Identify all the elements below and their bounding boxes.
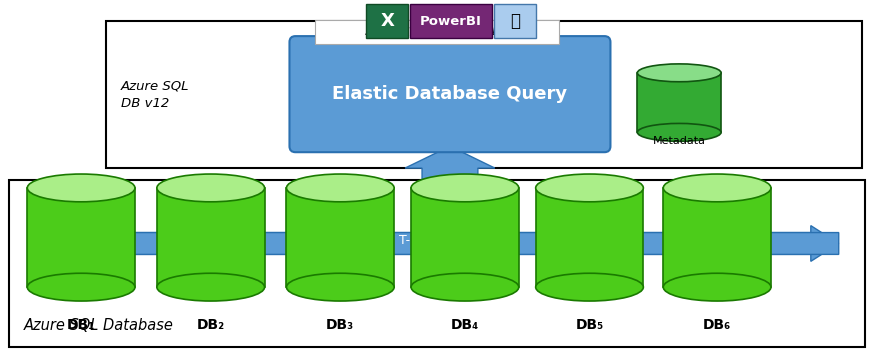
Bar [27, 188, 135, 287]
Ellipse shape [663, 174, 771, 202]
Ellipse shape [27, 174, 135, 202]
Text: Metadata: Metadata [653, 136, 706, 146]
Bar [536, 188, 643, 287]
Ellipse shape [637, 64, 721, 82]
FancyBboxPatch shape [315, 20, 558, 44]
FancyArrow shape [405, 146, 495, 181]
Bar [286, 188, 394, 287]
Bar [637, 73, 721, 132]
Text: DB₅: DB₅ [576, 318, 604, 332]
Text: Azure SQL Database: Azure SQL Database [24, 318, 173, 333]
FancyBboxPatch shape [493, 4, 536, 38]
Ellipse shape [536, 273, 643, 301]
Text: DB₁: DB₁ [67, 318, 95, 332]
FancyBboxPatch shape [10, 180, 864, 347]
FancyBboxPatch shape [290, 36, 611, 152]
Ellipse shape [286, 174, 394, 202]
FancyBboxPatch shape [410, 4, 492, 38]
FancyArrow shape [56, 226, 839, 261]
Ellipse shape [286, 273, 394, 301]
Text: Azure SQL
DB v12: Azure SQL DB v12 [121, 79, 190, 110]
Text: Elastic Database Query: Elastic Database Query [332, 85, 568, 103]
Ellipse shape [536, 174, 643, 202]
Text: DB₆: DB₆ [703, 318, 731, 332]
Text: SQL TDS, ODBC, JDBC, ADO: SQL TDS, ODBC, JDBC, ADO [366, 27, 508, 37]
Text: 🔧: 🔧 [510, 12, 520, 30]
Text: X: X [381, 12, 394, 30]
FancyBboxPatch shape [106, 21, 862, 168]
Ellipse shape [27, 273, 135, 301]
Bar [157, 188, 264, 287]
Ellipse shape [663, 273, 771, 301]
Ellipse shape [157, 174, 264, 202]
Ellipse shape [637, 124, 721, 141]
Text: DB₂: DB₂ [197, 318, 225, 332]
Ellipse shape [411, 273, 519, 301]
FancyBboxPatch shape [367, 4, 408, 38]
FancyArrow shape [56, 226, 839, 261]
Text: T-SQL Querying: T-SQL Querying [399, 234, 496, 247]
Text: DB₃: DB₃ [326, 318, 354, 332]
Text: PowerBI: PowerBI [420, 15, 482, 28]
Ellipse shape [411, 174, 519, 202]
Bar [411, 188, 519, 287]
Ellipse shape [157, 273, 264, 301]
Bar [663, 188, 771, 287]
Text: DB₄: DB₄ [451, 318, 479, 332]
